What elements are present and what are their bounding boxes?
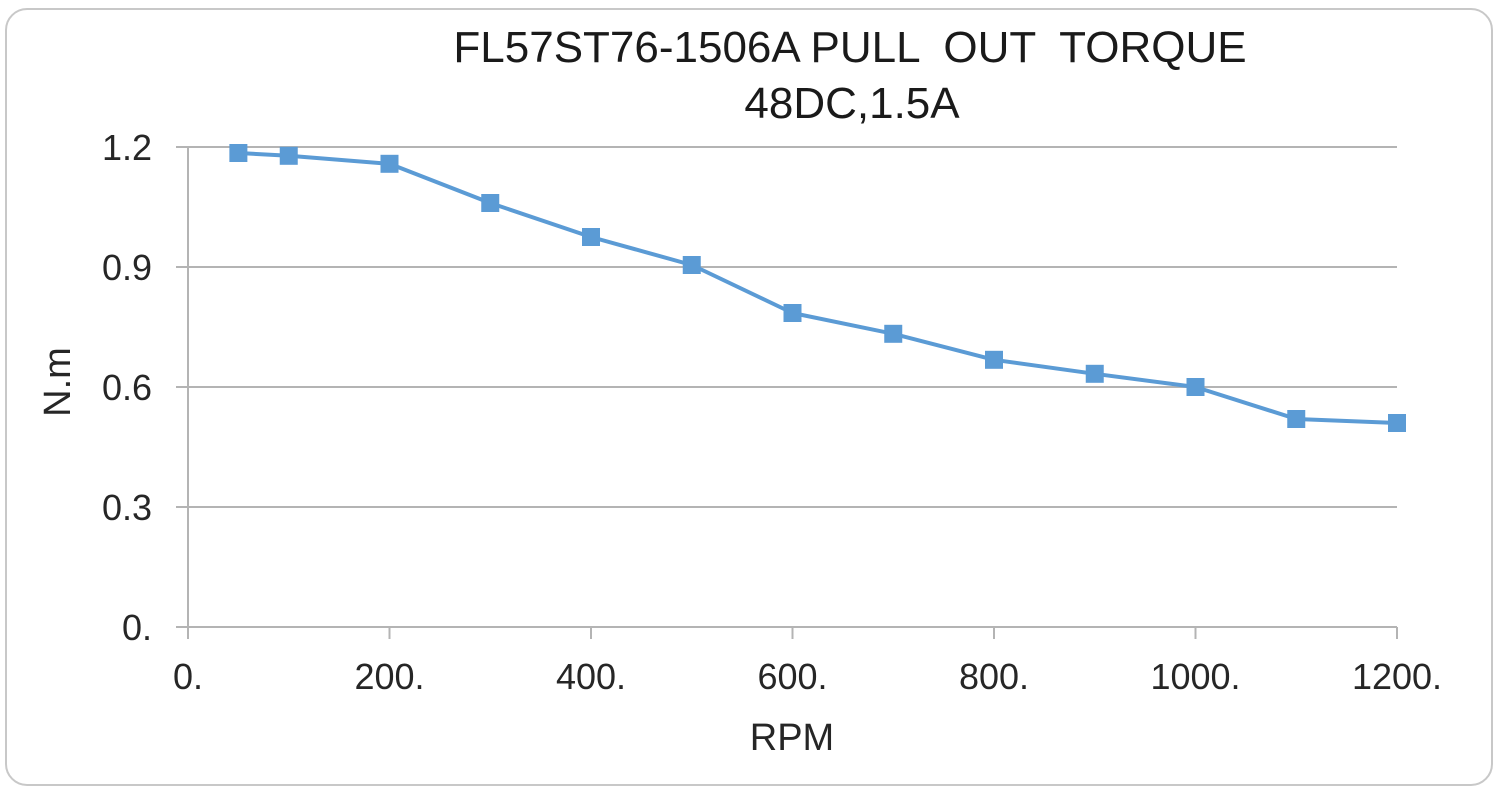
data-point-marker [1085, 364, 1104, 383]
data-point-marker [582, 228, 600, 246]
data-point-marker [985, 350, 1003, 369]
series-layer [229, 144, 1406, 432]
data-point-marker [884, 324, 903, 343]
data-point-marker [783, 304, 802, 322]
x-tick-label: 200. [354, 656, 424, 697]
data-point-marker [279, 146, 298, 165]
data-point-marker [229, 144, 248, 162]
data-point-marker [1186, 378, 1205, 396]
y-tick-label: 1.2 [102, 127, 152, 168]
y-axis-label: N.m [37, 347, 79, 417]
data-point-marker [380, 154, 399, 173]
y-tick-label: 0. [122, 607, 152, 648]
series-line [238, 151, 1398, 425]
x-tick-label: 1000. [1150, 656, 1240, 697]
y-tick-label: 0.9 [102, 247, 152, 288]
chart-title: FL57ST76-1506A PULL OUT TORQUE [453, 23, 1246, 72]
x-tick-label: 1200. [1352, 656, 1442, 697]
x-tick-label: 0. [173, 656, 203, 697]
x-tick-label: 600. [757, 656, 827, 697]
x-tick-label: 400. [556, 656, 626, 697]
y-tick-label: 0.3 [102, 487, 152, 528]
axes [176, 147, 1398, 639]
x-tick-label: 800. [959, 656, 1029, 697]
data-point-marker [1287, 410, 1306, 428]
chart-subtitle: 48DC,1.5A [744, 79, 960, 128]
x-axis-label: RPM [750, 717, 834, 759]
y-tick-label: 0.6 [102, 367, 152, 408]
data-point-marker [1388, 414, 1406, 432]
gridlines [176, 146, 1397, 508]
chart-frame [5, 8, 1493, 786]
data-point-marker [481, 194, 500, 212]
tick-labels: 0. 0.3 0.6 0.9 1.2 0. 200. 400. 600. 800. 1000. 120… [102, 127, 1442, 697]
data-point-marker [682, 256, 701, 274]
